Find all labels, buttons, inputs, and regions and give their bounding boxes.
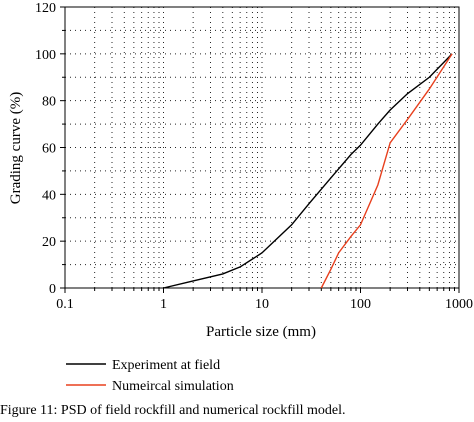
x-tick-label: 1 — [160, 297, 167, 312]
x-tick-label: 10 — [255, 297, 269, 312]
y-axis-title: Grading curve (%) — [8, 92, 24, 204]
axes-layer — [60, 6, 460, 293]
caption: Figure 11: PSD of field rockfill and num… — [0, 403, 346, 418]
series-line-simulation — [320, 53, 453, 289]
y-tick-label: 60 — [42, 142, 56, 157]
grid-layer — [65, 7, 459, 288]
y-tick-label: 40 — [42, 188, 56, 203]
series-line-experiment — [163, 53, 453, 289]
x-tick-label: 0.1 — [56, 297, 74, 312]
y-tick-label: 100 — [35, 48, 56, 63]
text-layer: Particle size (mm) Grading curve (%) 0.1… — [8, 1, 473, 340]
figure-caption: Figure 11: PSD of field rockfill and num… — [0, 403, 346, 417]
legend-label-experiment: Experiment at field — [112, 358, 220, 373]
x-tick-label: 100 — [350, 297, 371, 312]
y-tick-label: 120 — [35, 1, 56, 16]
y-tick-label: 80 — [42, 95, 56, 110]
x-tick-label: 1000 — [445, 297, 473, 312]
series-layer — [163, 53, 453, 289]
x-axis-title: Particle size (mm) — [206, 324, 316, 340]
legend: Experiment at field Numeircal simulation — [66, 358, 234, 394]
legend-label-simulation: Numeircal simulation — [112, 379, 234, 394]
y-tick-label: 0 — [49, 282, 56, 297]
y-tick-label: 20 — [42, 235, 56, 250]
